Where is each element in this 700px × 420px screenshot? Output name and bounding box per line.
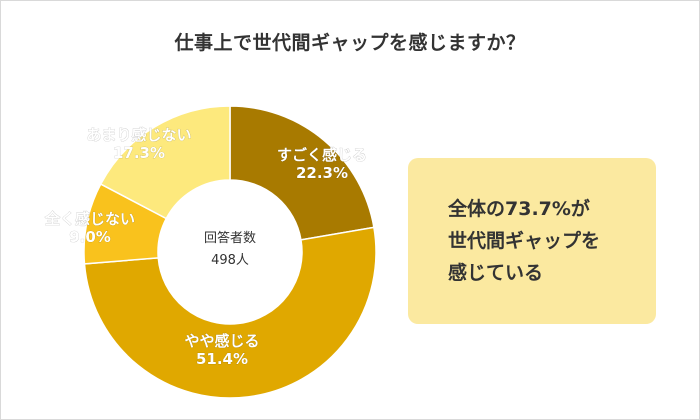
respondents-label: 回答者数 xyxy=(204,230,256,246)
donut-hole xyxy=(158,180,302,324)
slice-value-strongly-feel: 22.3% xyxy=(296,164,348,182)
summary-line-3: 感じている xyxy=(448,262,544,284)
summary-callout: 全体の73.7%が 世代間ギャップを 感じている xyxy=(408,158,656,324)
slice-label-somewhat-feel: やや感じる xyxy=(184,332,259,350)
chart-title: 仕事上で世代間ギャップを感じますか？ xyxy=(174,32,526,54)
slice-label-not-at-all: 全く感じない xyxy=(44,210,135,228)
summary-line-2: 世代間ギャップを xyxy=(448,230,601,252)
slice-value-not-much: 17.3% xyxy=(113,144,165,162)
slice-value-somewhat-feel: 51.4% xyxy=(196,350,248,368)
respondents-count: 498人 xyxy=(211,253,249,268)
slice-value-not-at-all: 9.0% xyxy=(69,228,111,246)
slice-label-strongly-feel: すごく感じる xyxy=(277,146,367,164)
summary-line-1: 全体の73.7%が xyxy=(448,198,590,220)
slice-label-not-much: あまり感じない xyxy=(86,126,191,144)
